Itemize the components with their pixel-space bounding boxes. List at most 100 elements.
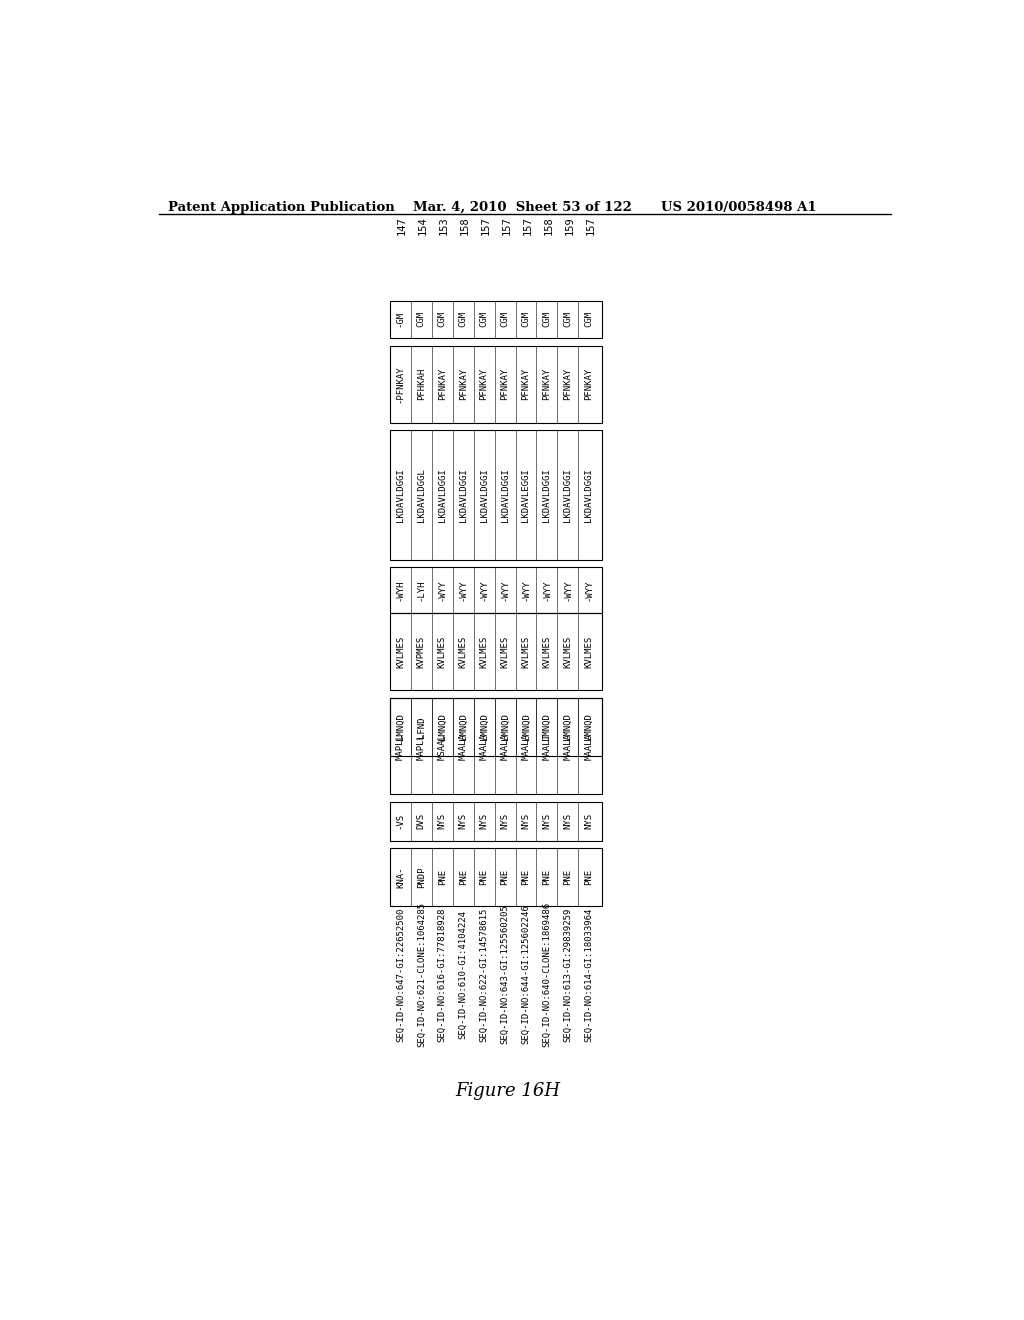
Text: -PFNKAY: -PFNKAY <box>396 366 404 403</box>
Text: 159: 159 <box>564 216 574 235</box>
Text: CGM: CGM <box>417 312 426 327</box>
Text: LMNQD: LMNQD <box>438 714 446 741</box>
Bar <box>390 568 602 614</box>
Text: CGM: CGM <box>479 312 488 327</box>
Text: LKDAVLDGGI: LKDAVLDGGI <box>459 469 468 521</box>
Text: LKDAVLDGGI: LKDAVLDGGI <box>563 469 572 521</box>
Text: NYS: NYS <box>563 813 572 829</box>
Text: KVPMES: KVPMES <box>417 636 426 668</box>
Text: PNE: PNE <box>521 869 530 886</box>
Text: SEQ-ID-NO:643-GI:125560205: SEQ-ID-NO:643-GI:125560205 <box>501 904 510 1044</box>
Text: PNE: PNE <box>459 869 468 886</box>
Text: US 2010/0058498 A1: US 2010/0058498 A1 <box>662 201 817 214</box>
Text: KVLMES: KVLMES <box>585 636 593 668</box>
Text: Mar. 4, 2010  Sheet 53 of 122: Mar. 4, 2010 Sheet 53 of 122 <box>414 201 632 214</box>
Text: PFNKAY: PFNKAY <box>563 368 572 400</box>
Text: Figure 16H: Figure 16H <box>456 1082 560 1101</box>
Text: PNE: PNE <box>543 869 551 886</box>
Text: 158: 158 <box>460 216 470 235</box>
Text: LKDAVLDGGI: LKDAVLDGGI <box>501 469 510 521</box>
Text: LKDAVLDGGI: LKDAVLDGGI <box>438 469 446 521</box>
Text: CGM: CGM <box>501 312 510 327</box>
Bar <box>390 614 602 690</box>
Text: SEQ-ID-NO:613-GI:29839259: SEQ-ID-NO:613-GI:29839259 <box>563 907 572 1041</box>
Text: SEQ-ID-NO:622-GI:14578615: SEQ-ID-NO:622-GI:14578615 <box>479 907 488 1041</box>
Text: KVLMES: KVLMES <box>501 636 510 668</box>
Text: SEQ-ID-NO:640-CLONE:1869486: SEQ-ID-NO:640-CLONE:1869486 <box>543 902 551 1047</box>
Text: MAALA: MAALA <box>501 733 510 760</box>
Text: CGM: CGM <box>563 312 572 327</box>
Text: NYS: NYS <box>501 813 510 829</box>
Text: -GM: -GM <box>396 312 404 327</box>
Text: KVLMES: KVLMES <box>459 636 468 668</box>
Text: PFNKAY: PFNKAY <box>459 368 468 400</box>
Text: NYS: NYS <box>438 813 446 829</box>
Text: -WYH: -WYH <box>396 579 404 601</box>
Text: LFND: LFND <box>417 717 426 738</box>
Text: KVLMES: KVLMES <box>521 636 530 668</box>
Text: SEQ-ID-NO:621-CLONE:1064285: SEQ-ID-NO:621-CLONE:1064285 <box>417 902 426 1047</box>
Bar <box>390 849 602 906</box>
Bar <box>390 698 602 795</box>
Text: PNE: PNE <box>479 869 488 886</box>
Text: KVLMES: KVLMES <box>563 636 572 668</box>
Text: -WYY: -WYY <box>543 579 551 601</box>
Text: KVLMES: KVLMES <box>396 636 404 668</box>
Text: LMNQD: LMNQD <box>585 714 593 741</box>
Text: SEQ-ID-NO:644-GI:125602246: SEQ-ID-NO:644-GI:125602246 <box>521 904 530 1044</box>
Text: PFNKAY: PFNKAY <box>543 368 551 400</box>
Bar <box>390 346 602 422</box>
Text: PNE: PNE <box>585 869 593 886</box>
Text: MAALA: MAALA <box>459 733 468 760</box>
Text: CGM: CGM <box>543 312 551 327</box>
Text: LMNQD: LMNQD <box>521 714 530 741</box>
Text: SEQ-ID-NO:614-GI:18033964: SEQ-ID-NO:614-GI:18033964 <box>585 907 593 1041</box>
Text: 153: 153 <box>439 216 449 235</box>
Text: LKDAVLDGGI: LKDAVLDGGI <box>543 469 551 521</box>
Text: PNE: PNE <box>501 869 510 886</box>
Text: KVLMES: KVLMES <box>543 636 551 668</box>
Text: PFNKAY: PFNKAY <box>501 368 510 400</box>
Text: LMNQD: LMNQD <box>563 714 572 741</box>
Text: NYS: NYS <box>479 813 488 829</box>
Text: KVLMES: KVLMES <box>438 636 446 668</box>
Text: LKDAVLDGGI: LKDAVLDGGI <box>585 469 593 521</box>
Text: -WYY: -WYY <box>585 579 593 601</box>
Text: MAALA: MAALA <box>479 733 488 760</box>
Text: MAALA: MAALA <box>563 733 572 760</box>
Text: MAPLL: MAPLL <box>396 733 404 760</box>
Text: PFNKAY: PFNKAY <box>585 368 593 400</box>
Text: LMNQD: LMNQD <box>479 714 488 741</box>
Text: LMNQD: LMNQD <box>396 714 404 741</box>
Text: MAPLL: MAPLL <box>417 733 426 760</box>
Text: PFNKAY: PFNKAY <box>438 368 446 400</box>
Text: 157: 157 <box>480 216 490 235</box>
Text: -LYH: -LYH <box>417 579 426 601</box>
Bar <box>390 301 602 338</box>
Text: LMNQD: LMNQD <box>459 714 468 741</box>
Text: LKDAVLEGGI: LKDAVLEGGI <box>521 469 530 521</box>
Text: LMNQD: LMNQD <box>543 714 551 741</box>
Text: NYS: NYS <box>585 813 593 829</box>
Text: PNE: PNE <box>438 869 446 886</box>
Bar <box>390 430 602 560</box>
Text: PFNKAY: PFNKAY <box>479 368 488 400</box>
Text: NYS: NYS <box>521 813 530 829</box>
Text: SEQ-ID-NO:647-GI:22652500: SEQ-ID-NO:647-GI:22652500 <box>396 907 404 1041</box>
Text: LKDAVLDGGL: LKDAVLDGGL <box>417 469 426 521</box>
Text: 157: 157 <box>586 216 595 235</box>
Text: PFHKAH: PFHKAH <box>417 368 426 400</box>
Text: MSAAL: MSAAL <box>438 733 446 760</box>
Text: LKDAVLDGGI: LKDAVLDGGI <box>396 469 404 521</box>
Text: -WYY: -WYY <box>563 579 572 601</box>
Text: -WYY: -WYY <box>459 579 468 601</box>
Text: KNA-: KNA- <box>396 866 404 888</box>
Text: MAALA: MAALA <box>521 733 530 760</box>
Text: SEQ-ID-NO:616-GI:77818928: SEQ-ID-NO:616-GI:77818928 <box>438 907 446 1041</box>
Text: -VS: -VS <box>396 813 404 829</box>
Text: 158: 158 <box>544 216 553 235</box>
Text: PFNKAY: PFNKAY <box>521 368 530 400</box>
Text: PNE: PNE <box>563 869 572 886</box>
Text: 154: 154 <box>418 216 428 235</box>
Bar <box>390 803 602 841</box>
